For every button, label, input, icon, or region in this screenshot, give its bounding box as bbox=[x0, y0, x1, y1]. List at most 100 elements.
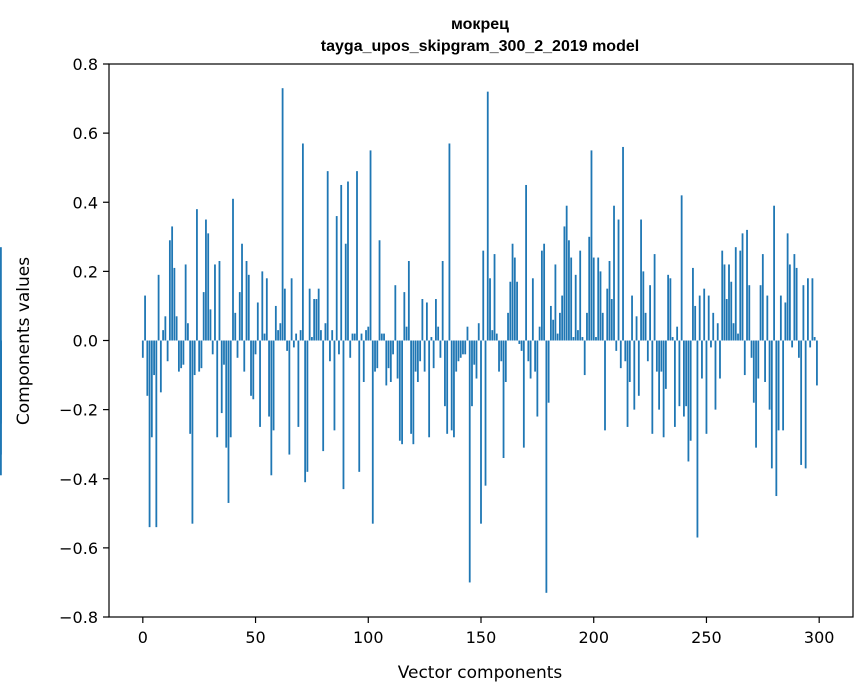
bar bbox=[741, 233, 744, 341]
bar bbox=[610, 299, 613, 341]
bar bbox=[701, 340, 703, 379]
bar bbox=[748, 285, 751, 341]
bar bbox=[484, 340, 487, 486]
bar bbox=[759, 285, 762, 341]
bar bbox=[761, 254, 764, 341]
bar bbox=[272, 340, 275, 431]
bar bbox=[173, 267, 176, 341]
bar bbox=[277, 330, 279, 341]
bar bbox=[592, 257, 595, 341]
bar bbox=[365, 330, 367, 341]
bar bbox=[797, 340, 800, 358]
x-axis-label: Vector components bbox=[398, 663, 563, 683]
bar bbox=[428, 340, 431, 438]
bar bbox=[290, 278, 293, 341]
bar bbox=[554, 264, 557, 341]
bar bbox=[416, 340, 419, 382]
bar bbox=[324, 323, 327, 341]
bar bbox=[0, 340, 2, 476]
bar bbox=[211, 340, 214, 355]
bar bbox=[444, 340, 446, 407]
bar bbox=[243, 340, 246, 372]
bar bbox=[223, 340, 225, 365]
y-tick-label: 0.4 bbox=[73, 193, 98, 212]
bar bbox=[807, 278, 809, 341]
bar bbox=[732, 323, 735, 341]
bar bbox=[311, 337, 313, 341]
bar bbox=[775, 340, 778, 497]
x-tick-label: 250 bbox=[691, 628, 722, 647]
bar bbox=[522, 340, 525, 448]
bar bbox=[214, 264, 216, 341]
bar bbox=[162, 330, 165, 341]
bar bbox=[719, 340, 721, 379]
bar bbox=[462, 340, 464, 355]
bar bbox=[757, 340, 760, 379]
bar bbox=[367, 326, 370, 341]
bar bbox=[529, 340, 532, 379]
bar bbox=[225, 340, 228, 448]
bar bbox=[581, 337, 584, 341]
bar bbox=[342, 340, 345, 490]
bar bbox=[155, 340, 158, 528]
bar bbox=[509, 281, 512, 341]
bar bbox=[486, 91, 489, 341]
bar bbox=[698, 295, 701, 341]
bar bbox=[788, 264, 791, 341]
bar bbox=[606, 288, 609, 341]
bar bbox=[493, 254, 496, 341]
bar bbox=[308, 288, 311, 341]
bar bbox=[349, 340, 352, 358]
bar bbox=[238, 292, 241, 341]
bar bbox=[453, 340, 455, 438]
bar bbox=[315, 299, 318, 341]
bar bbox=[683, 340, 685, 417]
bar bbox=[187, 323, 189, 341]
bar bbox=[676, 326, 679, 341]
y-tick-label: 0.8 bbox=[73, 55, 98, 74]
y-tick-label: 0.6 bbox=[73, 124, 98, 143]
bar bbox=[710, 340, 712, 348]
bar bbox=[236, 340, 239, 358]
bar bbox=[157, 274, 160, 341]
bar bbox=[507, 312, 509, 341]
bar bbox=[642, 271, 645, 341]
bar bbox=[601, 312, 604, 341]
bar bbox=[205, 219, 207, 341]
bar bbox=[455, 340, 458, 372]
bar bbox=[292, 340, 295, 348]
bar bbox=[500, 340, 503, 362]
bars-group bbox=[0, 88, 818, 593]
bar bbox=[250, 340, 252, 396]
bar bbox=[689, 340, 692, 441]
bar bbox=[299, 330, 302, 341]
bar bbox=[177, 340, 180, 372]
bar bbox=[353, 333, 356, 341]
bar bbox=[534, 340, 537, 372]
bar bbox=[184, 264, 187, 341]
bar bbox=[448, 143, 451, 341]
bar bbox=[495, 333, 498, 341]
bar bbox=[714, 340, 717, 410]
y-tick-label: 0.0 bbox=[73, 332, 98, 351]
bar bbox=[351, 333, 354, 341]
bar bbox=[543, 243, 546, 341]
bar bbox=[498, 340, 500, 372]
bar bbox=[471, 340, 473, 407]
bar bbox=[209, 309, 212, 341]
bar bbox=[631, 295, 633, 341]
bar bbox=[398, 340, 401, 441]
bar bbox=[538, 326, 541, 341]
bar bbox=[0, 247, 2, 341]
bar bbox=[583, 340, 586, 376]
bar bbox=[655, 340, 658, 372]
bar bbox=[401, 340, 403, 445]
bar bbox=[360, 333, 363, 341]
bar bbox=[202, 292, 205, 341]
bar bbox=[750, 340, 753, 358]
x-tick-label: 300 bbox=[804, 628, 835, 647]
bar bbox=[802, 285, 805, 341]
bar bbox=[511, 243, 514, 341]
bar bbox=[791, 340, 794, 348]
